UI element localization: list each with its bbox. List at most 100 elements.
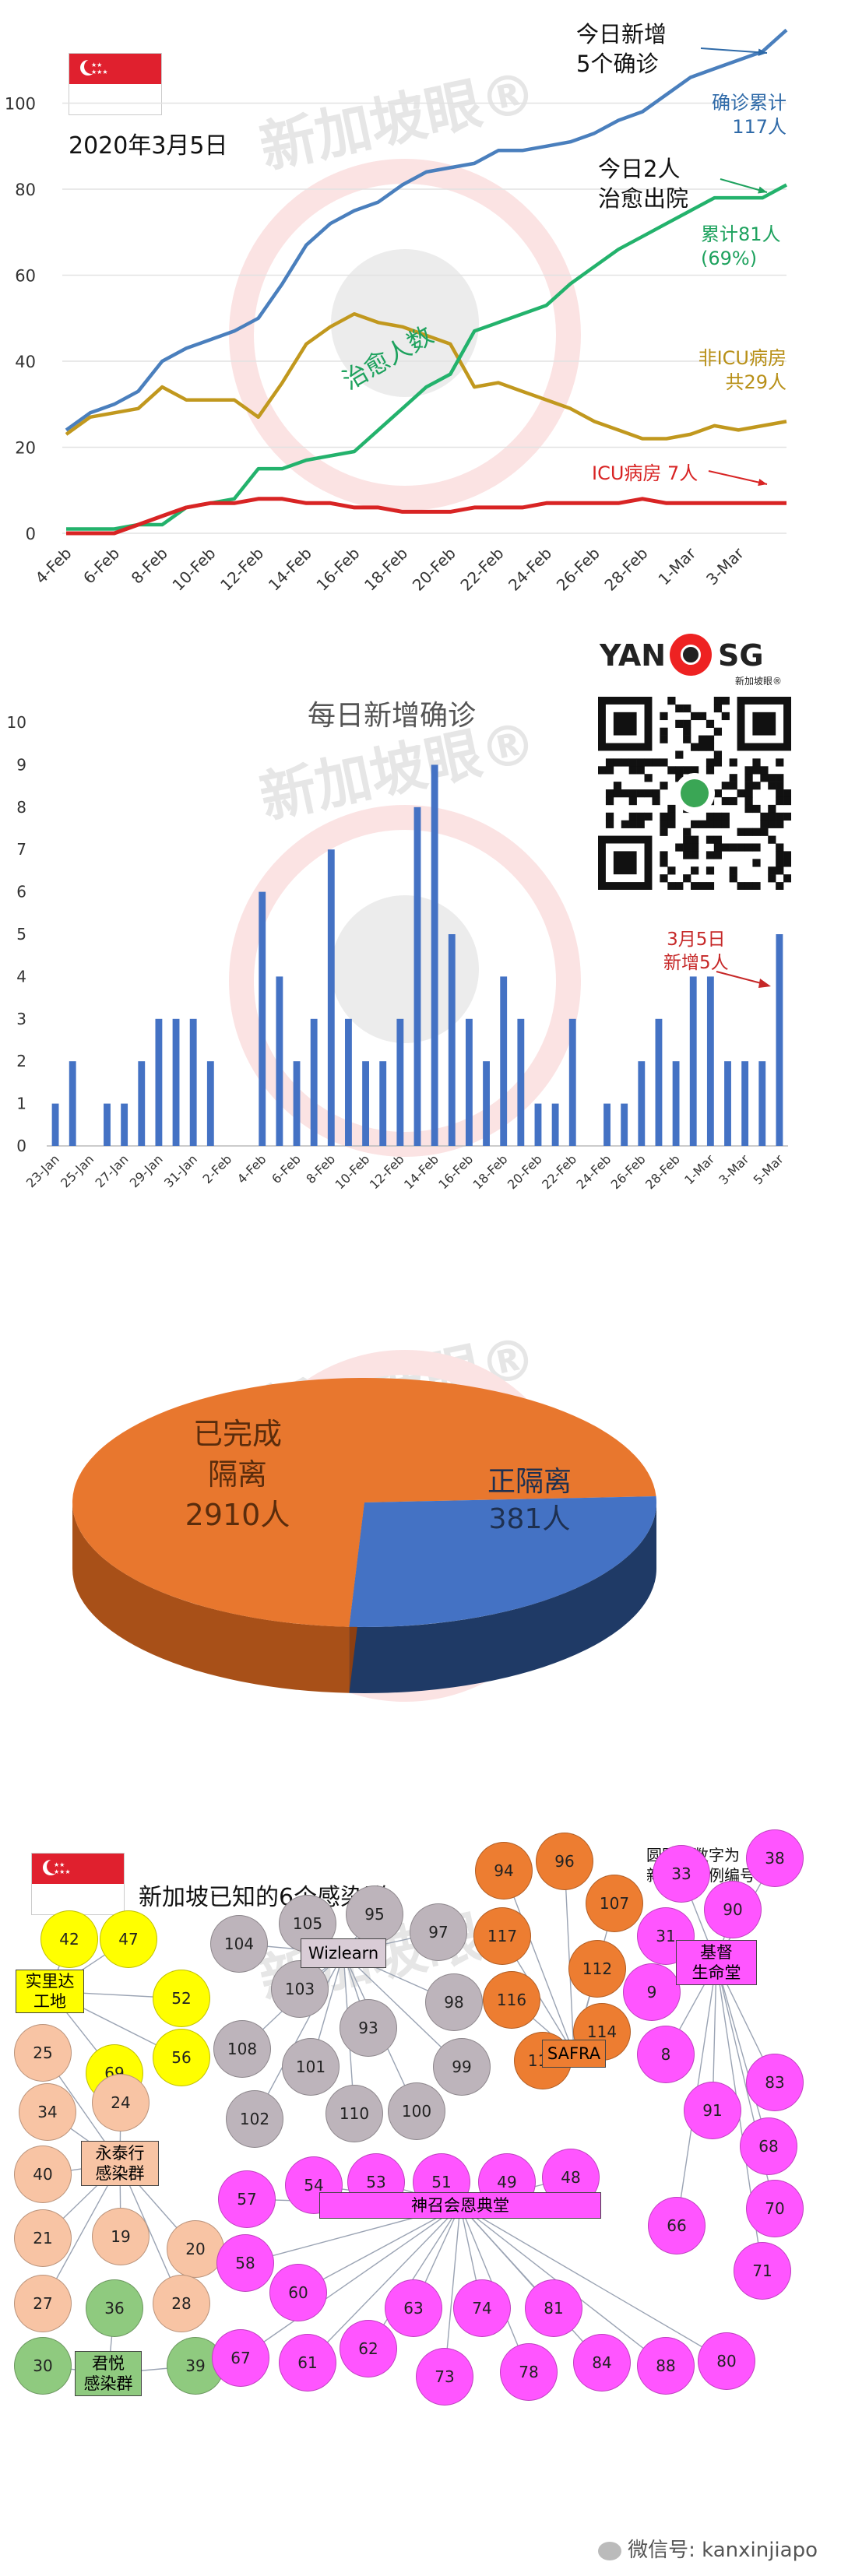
case-node: 117 [473, 1907, 531, 1965]
case-node: 47 [100, 1910, 157, 1968]
qr-module [644, 774, 653, 782]
case-node: 68 [740, 2117, 797, 2175]
annotation-total: 确诊累计 117人 [712, 92, 786, 138]
qr-module [744, 796, 753, 806]
annotation-today: 3月5日 新增5人 [663, 930, 729, 973]
case-node: 103 [271, 1960, 329, 2018]
case-node: 107 [586, 1875, 643, 1932]
x-tick-label: 31-Jan [161, 1151, 200, 1190]
brand-tag: 新加坡眼® [735, 676, 783, 687]
qr-module [713, 812, 723, 821]
qr-module [691, 866, 699, 875]
bar [172, 1018, 180, 1146]
qr-module [783, 851, 791, 859]
qr-module [776, 859, 784, 867]
qr-module [636, 766, 645, 775]
case-node: 9 [623, 1963, 681, 2021]
qr-module [713, 851, 723, 859]
brand-left: YAN [600, 638, 667, 673]
qr-module [691, 743, 699, 751]
y-tick-label: 6 [16, 883, 26, 901]
x-tick-label: 18-Feb [470, 1151, 511, 1192]
qr-module [698, 712, 707, 721]
qr-module [783, 859, 791, 867]
x-tick-label: 4-Feb [234, 1151, 269, 1186]
qr-module [776, 843, 784, 852]
qr-module [675, 766, 684, 775]
qr-module [776, 812, 784, 821]
qr-module [721, 820, 730, 828]
bar [155, 1018, 163, 1146]
y-tick-label: 0 [26, 525, 36, 543]
y-tick-label: 0 [16, 1137, 26, 1155]
qr-module [628, 789, 637, 798]
qr-module [636, 812, 645, 821]
qr-module [605, 766, 614, 775]
case-node: 74 [453, 2279, 511, 2337]
qr-module [706, 835, 715, 844]
qr-module [783, 812, 791, 821]
qr-module [776, 820, 784, 828]
x-tick-label: 10-Feb [332, 1151, 372, 1192]
y-tick-label: 3 [16, 1010, 26, 1028]
qr-finder-core [613, 712, 637, 736]
x-tick-label: 25-Jan [58, 1151, 97, 1190]
qr-module [613, 782, 622, 790]
annotation-non-icu: 非ICU病房 共29人 [698, 347, 786, 393]
qr-module [691, 766, 699, 775]
x-tick-label: 26-Feb [553, 544, 603, 592]
x-tick-label: 10-Feb [168, 544, 219, 592]
bar [276, 976, 283, 1146]
case-node: 24 [92, 2074, 150, 2131]
bar [51, 1103, 59, 1146]
cluster-label: 神召会恩典堂 [319, 2192, 601, 2219]
qr-module [628, 766, 637, 775]
case-node: 93 [340, 1999, 397, 2057]
qr-module [605, 796, 614, 806]
annotation-arrow [700, 47, 768, 54]
qr-module [721, 697, 730, 705]
bar [534, 1103, 542, 1146]
qr-module [667, 804, 676, 814]
qr-module [706, 743, 715, 751]
x-tick-label: 6-Feb [79, 544, 123, 588]
qr-module [691, 843, 699, 852]
x-tick-label: 2-Feb [200, 1151, 235, 1186]
annotation-arrow [716, 971, 768, 986]
cluster-link [459, 2205, 727, 2362]
bar [517, 1018, 525, 1146]
case-node: 78 [500, 2343, 558, 2401]
y-tick-label: 4 [16, 967, 26, 986]
bar [362, 1061, 370, 1146]
qr-module [721, 712, 730, 721]
qr-module [768, 874, 776, 883]
x-tick-label: 24-Feb [505, 544, 555, 592]
qr-module [752, 758, 761, 767]
qr-module [683, 704, 691, 713]
cluster-link [564, 1861, 575, 2054]
qr-module [698, 820, 707, 828]
y-tick-label: 5 [16, 925, 26, 944]
qr-module [752, 882, 761, 890]
qr-module [667, 697, 676, 705]
qr-module [660, 812, 668, 821]
qr-module [667, 820, 676, 828]
qr-module [660, 859, 668, 867]
x-tick-label: 8-Feb [128, 544, 171, 588]
y-tick-label: 100 [5, 95, 36, 114]
qr-code-icon [598, 697, 791, 890]
qr-module [691, 820, 699, 828]
qr-module [683, 828, 691, 836]
series-line [65, 311, 787, 441]
bar [448, 934, 456, 1146]
pie-label-ongoing: 正隔离 [487, 1466, 572, 1498]
case-node: 25 [14, 2024, 72, 2082]
x-tick-label: 18-Feb [361, 544, 411, 592]
qr-module [605, 812, 614, 821]
qr-module [776, 882, 784, 890]
qr-module [683, 766, 691, 775]
case-node: 33 [653, 1845, 710, 1903]
qr-module [737, 843, 745, 852]
